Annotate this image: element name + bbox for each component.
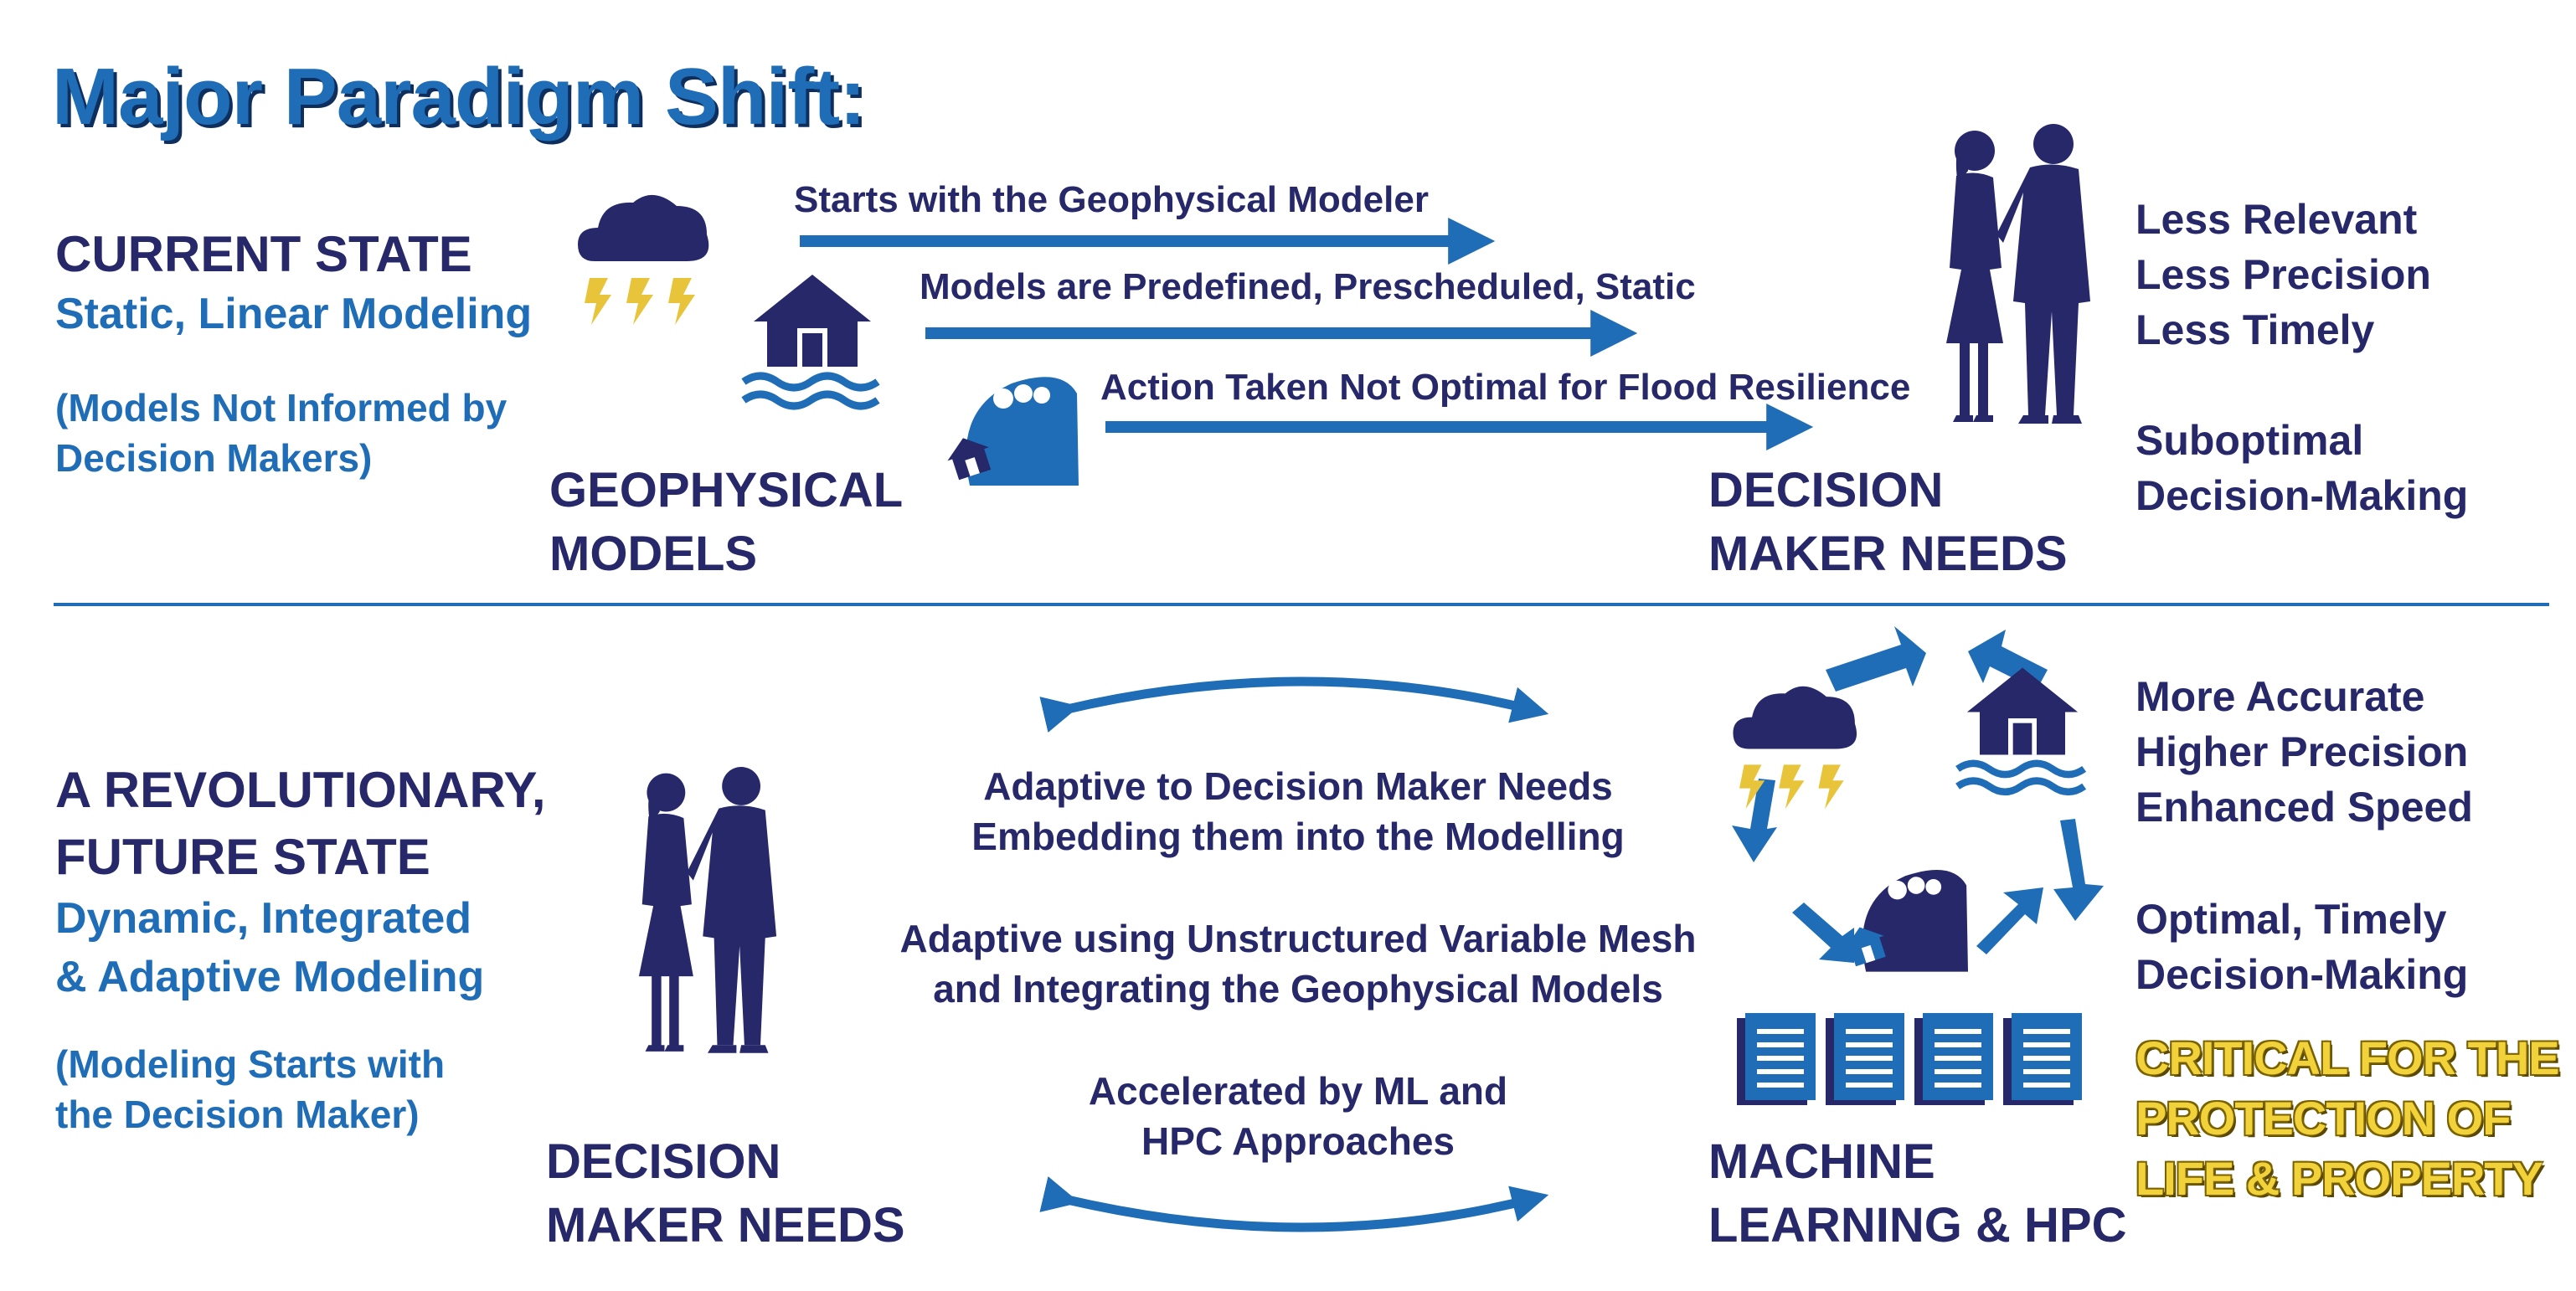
outcome-optimal-timely: Optimal, Timely: [2136, 896, 2447, 943]
decision-maker-needs-label-line1: DECISION: [1708, 463, 1944, 517]
cycle-arrow-segment: [1826, 626, 1926, 692]
geophysical-models-label-line2: MODELS: [549, 527, 758, 581]
flooded-house-icon: [1955, 667, 2087, 796]
document-icon: [1826, 1013, 1904, 1105]
outcome-decision-making: Decision-Making: [2136, 472, 2469, 519]
tidal-wave-icon: [947, 377, 1079, 486]
middle-text-line1: Adaptive to Decision Maker Needs: [983, 764, 1613, 808]
curved-double-arrow-top: [1039, 676, 1549, 733]
business-people-icon: [1946, 124, 2090, 424]
document-icon: [1914, 1013, 1993, 1105]
future-state-subtitle-line1: Dynamic, Integrated: [55, 894, 472, 943]
critical-callout-line3: LIFE & PROPERTY: [2136, 1152, 2543, 1205]
critical-callout-line1: CRITICAL FOR THE: [2136, 1031, 2560, 1084]
cycle-arrow-segment: [1976, 887, 2043, 954]
outcome-enhanced-speed: Enhanced Speed: [2136, 784, 2473, 831]
middle-text-line4: and Integrating the Geophysical Models: [933, 967, 1663, 1011]
storm-cloud-icon: [578, 194, 709, 325]
current-state-note-line2: Decision Makers): [55, 436, 373, 480]
current-state-heading: CURRENT STATE: [55, 226, 472, 282]
document-icon-row: [1737, 1013, 2082, 1105]
decision-maker-needs-bottom-line1: DECISION: [546, 1134, 781, 1189]
decision-maker-needs-label-line2: MAKER NEEDS: [1708, 527, 2068, 581]
outcome-less-relevant: Less Relevant: [2136, 196, 2418, 243]
flooded-house-icon: [741, 275, 880, 410]
cycle-arrow-segment: [2053, 819, 2104, 921]
future-state-heading-line2: FUTURE STATE: [55, 829, 430, 885]
critical-callout-line2: PROTECTION OF: [2136, 1092, 2511, 1144]
middle-text-line2: Embedding them into the Modelling: [971, 815, 1625, 858]
outcome-less-precision: Less Precision: [2136, 251, 2431, 298]
future-state-note-line2: the Decision Maker): [55, 1093, 420, 1136]
machine-learning-label-line2: LEARNING & HPC: [1708, 1198, 2127, 1252]
current-state-subtitle: Static, Linear Modeling: [55, 290, 533, 338]
outcome-higher-precision: Higher Precision: [2136, 728, 2469, 775]
middle-text-line3: Adaptive using Unstructured Variable Mes…: [899, 917, 1697, 960]
curved-double-arrow-bottom: [1039, 1176, 1549, 1232]
outcome-more-accurate: More Accurate: [2136, 673, 2425, 720]
machine-learning-label-line1: MACHINE: [1708, 1134, 1935, 1189]
arrow-label-action: Action Taken Not Optimal for Flood Resil…: [1100, 367, 1911, 408]
arrow-label-starts: Starts with the Geophysical Modeler: [794, 179, 1429, 220]
middle-text-line6: HPC Approaches: [1141, 1119, 1455, 1163]
document-icon: [1737, 1013, 1816, 1105]
outcome-less-timely: Less Timely: [2136, 306, 2375, 353]
document-icon: [2003, 1013, 2082, 1105]
future-state-note-line1: (Modeling Starts with: [55, 1042, 446, 1086]
arrow-label-predefined: Models are Predefined, Prescheduled, Sta…: [920, 266, 1696, 307]
outcome-decision-making-future: Decision-Making: [2136, 951, 2469, 998]
current-state-note-line1: (Models Not Informed by: [55, 386, 507, 429]
cycle-arrow-icon: [1732, 626, 2104, 963]
cycle-arrow-segment: [1792, 903, 1854, 963]
geophysical-models-label-line1: GEOPHYSICAL: [549, 463, 904, 517]
page-title: Major Paradigm Shift:: [52, 52, 866, 141]
storm-cloud-icon: [1733, 686, 1857, 810]
decision-maker-needs-bottom-line2: MAKER NEEDS: [546, 1198, 905, 1252]
tidal-wave-icon: [1845, 870, 1968, 972]
future-state-subtitle-line2: & Adaptive Modeling: [55, 953, 485, 1001]
outcome-suboptimal: Suboptimal: [2136, 417, 2364, 464]
business-people-icon: [638, 767, 777, 1053]
cycle-arrow-segment: [1732, 779, 1777, 862]
future-state-heading-line1: A REVOLUTIONARY,: [55, 762, 546, 818]
middle-text-line5: Accelerated by ML and: [1088, 1069, 1508, 1113]
section-divider: [54, 603, 2549, 606]
